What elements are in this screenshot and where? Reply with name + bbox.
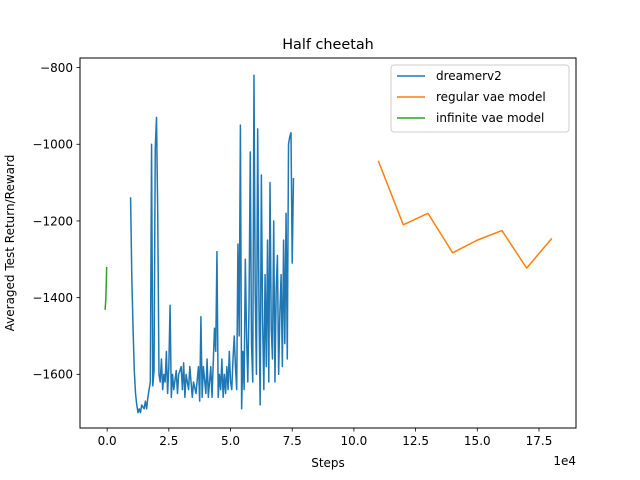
x-tick-label: 17.5: [526, 434, 553, 448]
x-tick-label: 0.0: [98, 434, 117, 448]
plot-area-frame: [79, 57, 577, 429]
x-tick-label: 10.0: [341, 434, 368, 448]
x-tick-label: 15.0: [464, 434, 491, 448]
chart-title: Half cheetah: [282, 37, 374, 53]
y-tick-label: −1400: [32, 291, 73, 305]
legend-label-regular-vae-model: regular vae model: [436, 90, 546, 104]
x-tick-label: 7.5: [283, 434, 302, 448]
legend-label-dreamerv2: dreamerv2: [436, 69, 502, 83]
x-tick-label: 5.0: [221, 434, 240, 448]
y-tick-label: −800: [40, 61, 73, 75]
x-tick-label: 2.5: [159, 434, 178, 448]
legend: dreamerv2 regular vae model infinite vae…: [390, 64, 570, 133]
x-axis-offset-label: 1e4: [553, 454, 576, 468]
series-line-dreamerv2: [129, 74, 295, 414]
legend-label-infinite-vae-model: infinite vae model: [436, 111, 544, 125]
x-axis-label: Steps: [311, 456, 345, 470]
series-line-infinite-vae-model: [104, 266, 108, 310]
ticks-layer: 0.0 2.5 5.0 7.5 10.0 12.5 15.0 17.5 −800 −1000 −12…: [32, 61, 552, 448]
y-tick-label: −1200: [32, 214, 73, 228]
series-line-regular-vae-model: [377, 160, 553, 269]
y-axis-label: Averaged Test Return/Reward: [3, 155, 17, 332]
legend-box: [390, 64, 570, 133]
y-tick-label: −1600: [32, 368, 73, 382]
x-tick-label: 12.5: [402, 434, 429, 448]
series-layer: [104, 74, 553, 414]
y-tick-label: −1000: [32, 138, 73, 152]
